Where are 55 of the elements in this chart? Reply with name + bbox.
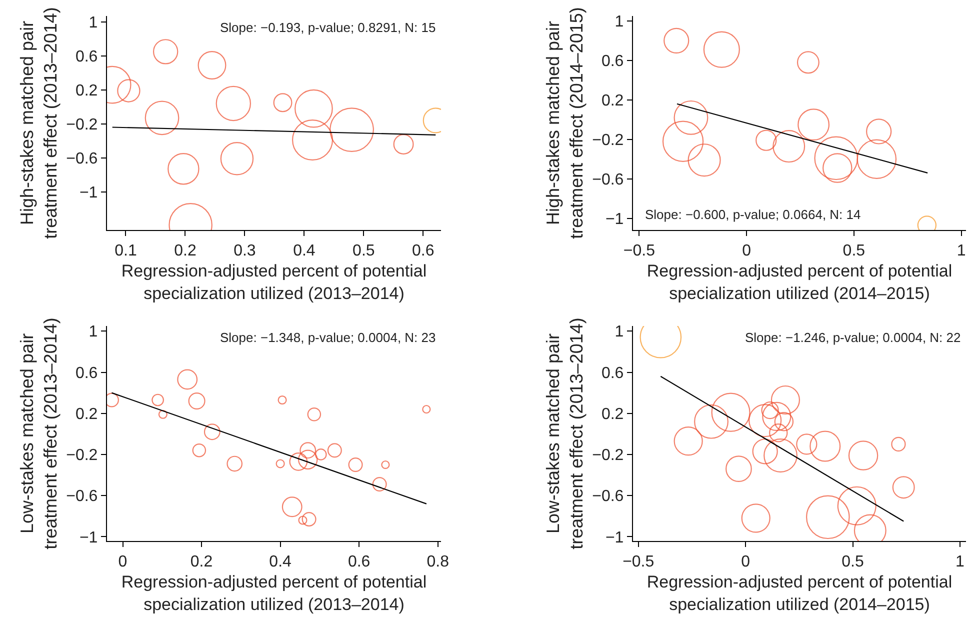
y-tick-label: 0.2 (75, 82, 98, 100)
x-tick-label: 0.8 (426, 553, 450, 570)
y-tick-label: 1 (614, 14, 624, 31)
x-tick-label: 1 (956, 242, 966, 260)
y-axis-title: Low-stakes matched pair treatment effect (2013–2014) (16, 318, 60, 550)
y-tick-label: 0.6 (75, 364, 98, 382)
y-tick-label: −0.2 (592, 447, 624, 464)
y-tick-label: −0.6 (592, 488, 624, 506)
y-tick-label: −0.6 (592, 171, 624, 188)
y-tick-label: −0.2 (592, 132, 624, 149)
y-tick-label: 0.6 (601, 53, 624, 70)
x-tick-label: 0.5 (842, 553, 864, 570)
x-tick-label: 0.1 (114, 242, 137, 260)
x-tick-label: 0 (742, 242, 752, 260)
y-tick-label: −1 (79, 529, 98, 546)
x-tick-label: 0.6 (348, 553, 370, 570)
y-tick-label: −0.2 (66, 116, 98, 134)
y-axis-title: Low-stakes matched pair treatment effect (2013–2014) (542, 318, 586, 550)
x-axis-title: Regression-adjusted percent of potential specialization utilized (2014–2015) (646, 572, 952, 614)
x-axis-title: Regression-adjusted percent of potential specialization utilized (2014–2015) (646, 262, 952, 303)
x-tick-label: 0.4 (293, 242, 316, 260)
y-tick-label: 0.2 (75, 406, 98, 423)
x-tick-label: 0.4 (269, 553, 292, 570)
y-tick-label: −0.2 (66, 447, 98, 464)
x-tick-label: 0.6 (412, 242, 434, 260)
y-tick-label: 0.6 (75, 48, 98, 66)
annotation: Slope: −0.600, p-value; 0.0664, N: 14 (645, 207, 861, 222)
annotation: Slope: −0.193, p-value; 0.8291, N: 15 (220, 20, 436, 35)
y-tick-label: 0.2 (601, 92, 624, 110)
x-tick-label: −0.5 (622, 553, 654, 570)
x-axis-title: Regression-adjusted percent of potential specialization utilized (2013–2014) (121, 262, 427, 303)
x-tick-label: 0 (741, 553, 750, 570)
y-tick-label: 1 (614, 324, 624, 341)
y-tick-label: −1 (605, 210, 624, 228)
x-tick-label: 1 (956, 553, 965, 570)
y-tick-label: 0.6 (601, 364, 624, 382)
x-tick-label: 0.5 (352, 242, 375, 260)
y-tick-label: 1 (88, 14, 98, 32)
x-tick-label: 0.3 (234, 242, 256, 260)
y-tick-label: −1 (605, 529, 624, 546)
x-tick-label: 0.2 (174, 242, 196, 260)
y-tick-label: 1 (88, 324, 98, 341)
x-tick-label: 0.5 (842, 242, 866, 260)
y-tick-label: −1 (79, 184, 98, 202)
y-tick-label: −0.6 (66, 150, 98, 168)
y-tick-label: −0.6 (66, 488, 98, 506)
annotation: Slope: −1.348, p-value; 0.0004, N: 23 (220, 330, 436, 345)
x-tick-label: 0 (118, 553, 128, 570)
x-tick-label: 0.2 (190, 553, 213, 570)
annotation: Slope: −1.246, p-value; 0.0004, N: 22 (745, 330, 961, 345)
x-axis-title: Regression-adjusted percent of potential specialization utilized (2013–2014) (121, 572, 427, 614)
y-tick-label: 0.2 (601, 406, 624, 423)
y-axis-title: High-stakes matched pair treatment effect (2013–2014) (16, 7, 60, 239)
y-axis-title: High-stakes matched pair treatment effect (2014–2015) (542, 7, 586, 239)
x-tick-label: −0.5 (623, 242, 656, 260)
